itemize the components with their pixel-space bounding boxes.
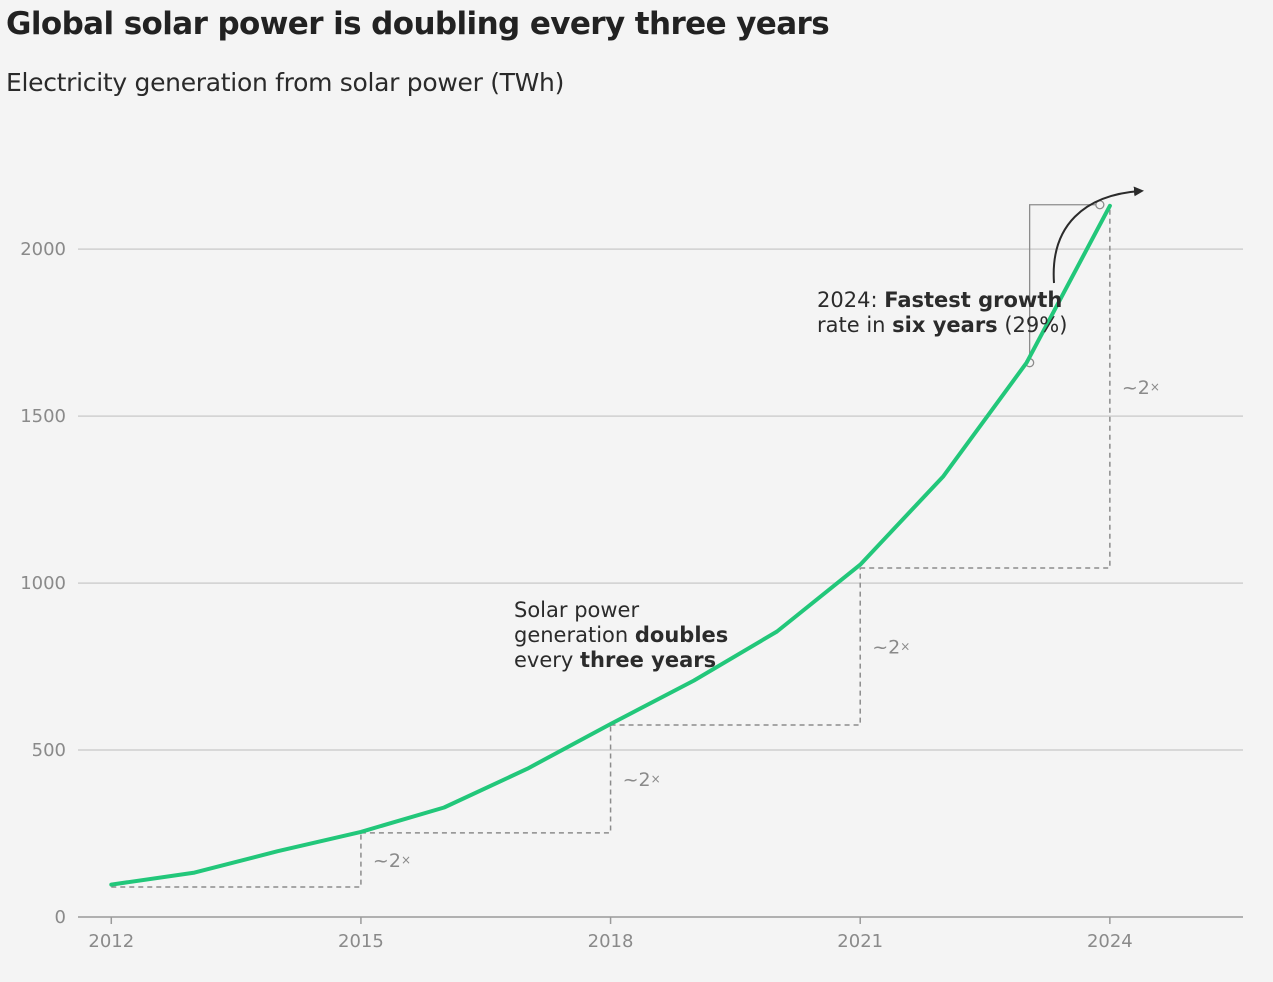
doubling-step-label-2: ~2×	[623, 769, 661, 791]
y-tick-label-2000: 2000	[20, 239, 66, 260]
y-tick-label-0: 0	[55, 907, 66, 928]
x-tick-label-2015: 2015	[338, 931, 384, 952]
growth-bracket-line	[1028, 204, 1100, 363]
growth-annotation: 2024: Fastest growth rate in six years (2…	[817, 288, 1067, 337]
x-tick-label-2024: 2024	[1087, 931, 1133, 952]
doubling-annotation: Solar power generation doubles every three…	[514, 598, 728, 672]
x-tick-label-2021: 2021	[837, 931, 883, 952]
y-tick-label-1000: 1000	[20, 573, 66, 594]
growth-arrow	[1052, 186, 1144, 284]
doubling-step-label-3: ~2×	[872, 637, 910, 659]
y-tick-label-1500: 1500	[20, 406, 66, 427]
doubling-step-3	[610, 568, 861, 726]
x-tick-label-2012: 2012	[88, 931, 134, 952]
y-axis-tick-labels: 0 500 1000 1500 2000	[20, 239, 66, 928]
y-tick-label-500: 500	[32, 740, 66, 761]
chart-subtitle: Electricity generation from solar power …	[6, 68, 565, 97]
series-lines	[109, 203, 1112, 887]
doubling-steps: ~2× ~2× ~2× ~2×	[111, 205, 1160, 888]
x-axis: 2012 2015 2018 2021 2024	[78, 916, 1243, 952]
doubling-step-label-1: ~2×	[373, 850, 411, 872]
annotations: Solar power generation doubles every three…	[514, 186, 1144, 672]
doubling-step-2	[360, 725, 612, 834]
x-tick-label-2018: 2018	[588, 931, 634, 952]
series-line-1	[109, 203, 1112, 887]
chart-title: Global solar power is doubling every thr…	[6, 6, 830, 42]
doubling-step-4	[860, 205, 1111, 569]
doubling-step-1	[111, 832, 362, 888]
gridlines	[78, 248, 1243, 751]
doubling-step-label-4: ~2×	[1122, 377, 1160, 399]
